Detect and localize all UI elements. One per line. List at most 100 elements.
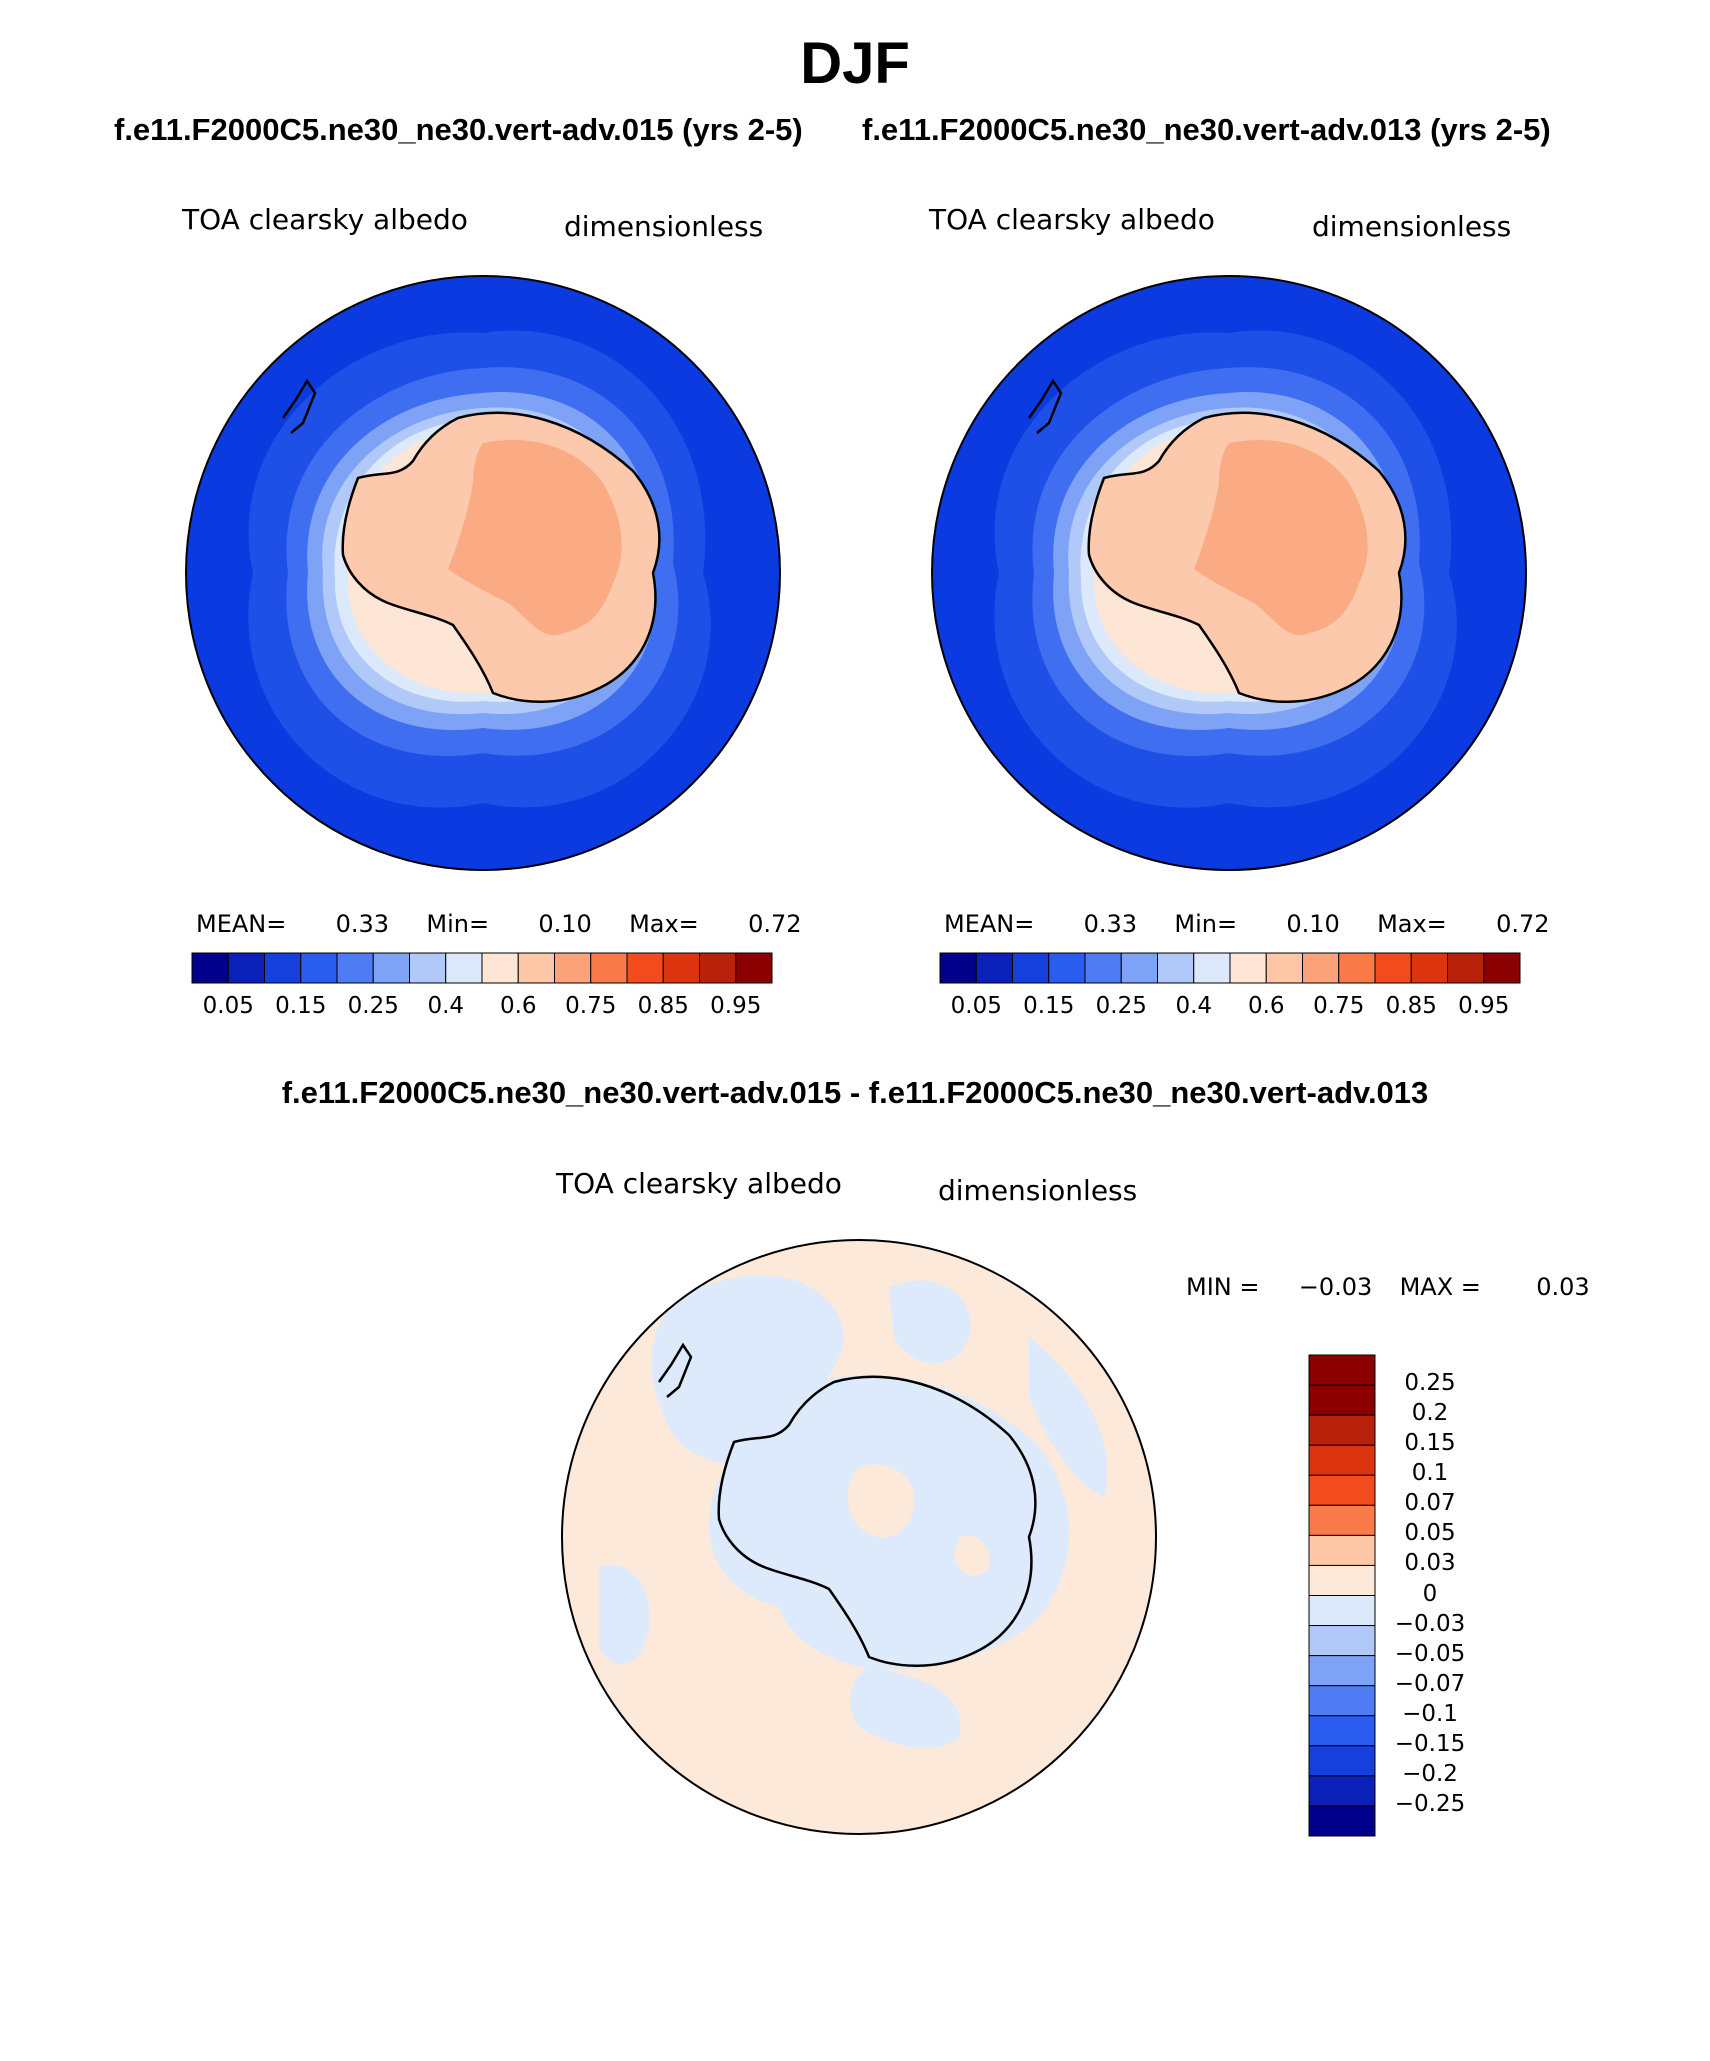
colorbar-tick-label: 0.6: [1247, 993, 1285, 1019]
mean-value: 0.33: [1083, 910, 1138, 938]
colorbar-swatch: [1012, 952, 1050, 984]
colorbar-tick-label: 0.05: [950, 993, 1002, 1019]
colorbar-swatch: [1483, 952, 1521, 984]
min-value: 0.10: [538, 910, 592, 938]
colorbar-tick-label: 0.6: [499, 993, 537, 1019]
colorbar-swatch: [1308, 1775, 1376, 1807]
colorbar-swatch: [1410, 952, 1448, 984]
max-value: 0.03: [1536, 1273, 1590, 1301]
colorbar-swatch: [1120, 952, 1158, 984]
map-difference: [561, 1239, 1157, 1835]
colorbar-tick-label: 0.95: [1458, 993, 1510, 1019]
max-value: 0.72: [1496, 910, 1550, 938]
colorbar-swatch: [1193, 952, 1231, 984]
mean-label: MEAN=: [196, 910, 287, 938]
max-label: Max=: [629, 910, 699, 938]
panel1-stats: MEAN= 0.33 Min= 0.10 Max= 0.72: [196, 910, 802, 938]
min-value: −0.03: [1298, 1273, 1373, 1301]
colorbar-swatch: [699, 952, 737, 984]
colorbar-swatch: [517, 952, 555, 984]
case-title-left: f.e11.F2000C5.ne30_ne30.vert-adv.015 (yr…: [114, 112, 803, 147]
panel2-stats: MEAN= 0.33 Min= 0.10 Max= 0.72: [944, 910, 1550, 938]
colorbar-panel1: [191, 952, 773, 984]
map-border: [561, 1239, 1157, 1835]
colorbar-panel2: [939, 952, 1521, 984]
ice-sheet-interior: [448, 439, 622, 636]
coastline: [1087, 411, 1407, 703]
mean-value: 0.33: [335, 910, 390, 938]
panel2-variable: TOA clearsky albedo: [929, 203, 1215, 236]
panel1-units: dimensionless: [564, 210, 764, 243]
coastline-peninsula: [281, 378, 317, 434]
colorbar-tick-label: 0.4: [1175, 993, 1213, 1019]
colorbar-swatch: [1308, 1595, 1376, 1627]
diff-region: [599, 1565, 650, 1665]
difference-title: f.e11.F2000C5.ne30_ne30.vert-adv.015 - f…: [281, 1075, 1429, 1110]
map-border: [931, 275, 1527, 871]
colorbar-difference: [1308, 1354, 1376, 1837]
colorbar-swatch: [1308, 1504, 1376, 1536]
colorbar-swatch: [1308, 1444, 1376, 1476]
ice-sheet-interior: [1194, 439, 1368, 636]
panel2-units: dimensionless: [1312, 210, 1512, 243]
min-label: MIN =: [1186, 1273, 1260, 1301]
diff-region: [954, 1536, 990, 1576]
diff-region: [847, 1464, 915, 1538]
case-title-right: f.e11.F2000C5.ne30_ne30.vert-adv.013 (yr…: [862, 112, 1551, 147]
colorbar-tick-label: 0.75: [565, 993, 617, 1019]
diff-region: [850, 1667, 961, 1748]
colorbar-tick-label: 0.05: [1404, 1520, 1456, 1547]
colorbar-tick-label: −0.05: [1394, 1640, 1466, 1667]
colorbar-swatch: [1338, 952, 1376, 984]
colorbar-panel2-labels: 0.05 0.15 0.25 0.4 0.6 0.75 0.85 0.95: [940, 993, 1520, 1023]
colorbar-swatch: [264, 952, 302, 984]
colorbar-tick-label: 0: [1422, 1580, 1438, 1607]
diff-variable: TOA clearsky albedo: [556, 1167, 842, 1200]
max-value: 0.72: [748, 910, 802, 938]
coastline: [717, 1375, 1037, 1667]
colorbar-tick-label: 0.25: [1095, 993, 1147, 1019]
colorbar-swatch: [735, 952, 773, 984]
colorbar-tick-label: 0.07: [1404, 1490, 1456, 1517]
min-value: 0.10: [1286, 910, 1340, 938]
colorbar-tick-label: −0.25: [1394, 1790, 1466, 1817]
colorbar-tick-label: 0.15: [275, 993, 327, 1019]
colorbar-swatch: [1308, 1745, 1376, 1777]
colorbar-swatch: [662, 952, 700, 984]
map-panel1: [185, 275, 781, 871]
colorbar-swatch: [336, 952, 374, 984]
colorbar-panel1-labels: 0.05 0.15 0.25 0.4 0.6 0.75 0.85 0.95: [192, 993, 772, 1023]
map-panel2: [931, 275, 1527, 871]
coastline-peninsula: [1027, 378, 1063, 434]
colorbar-swatch: [590, 952, 628, 984]
colorbar-swatch: [1308, 1534, 1376, 1566]
coastline-peninsula: [657, 1342, 693, 1398]
colorbar-tick-label: 0.95: [710, 993, 762, 1019]
diff-region: [1029, 1337, 1108, 1497]
diff-stats: MIN = −0.03 MAX = 0.03: [1186, 1273, 1590, 1301]
colorbar-swatch: [626, 952, 664, 984]
mean-label: MEAN=: [944, 910, 1035, 938]
colorbar-tick-label: 0.75: [1313, 993, 1365, 1019]
colorbar-swatch: [1308, 1384, 1376, 1416]
colorbar-tick-label: 0.85: [1385, 993, 1437, 1019]
colorbar-swatch: [1308, 1354, 1376, 1386]
colorbar-swatch: [1302, 952, 1340, 984]
colorbar-tick-label: −0.15: [1394, 1730, 1466, 1757]
colorbar-difference-labels: 0.25 0.2 0.15 0.1 0.07 0.05 0.03 0 −0.03 −0.05 −0.…: [1390, 1355, 1500, 1838]
colorbar-tick-label: −0.07: [1394, 1670, 1466, 1697]
colorbar-swatch: [1308, 1685, 1376, 1717]
diff-units: dimensionless: [938, 1174, 1138, 1207]
colorbar-swatch: [1084, 952, 1122, 984]
colorbar-swatch: [939, 952, 977, 984]
max-label: MAX =: [1399, 1273, 1481, 1301]
colorbar-swatch: [300, 952, 338, 984]
max-label: Max=: [1377, 910, 1447, 938]
colorbar-tick-label: 0.1: [1411, 1460, 1449, 1487]
colorbar-tick-label: 0.4: [427, 993, 465, 1019]
colorbar-tick-label: 0.15: [1404, 1430, 1456, 1457]
figure-title: DJF: [800, 31, 910, 96]
colorbar-tick-label: 0.05: [202, 993, 254, 1019]
colorbar-tick-label: −0.03: [1394, 1610, 1466, 1637]
colorbar-swatch: [1308, 1474, 1376, 1506]
